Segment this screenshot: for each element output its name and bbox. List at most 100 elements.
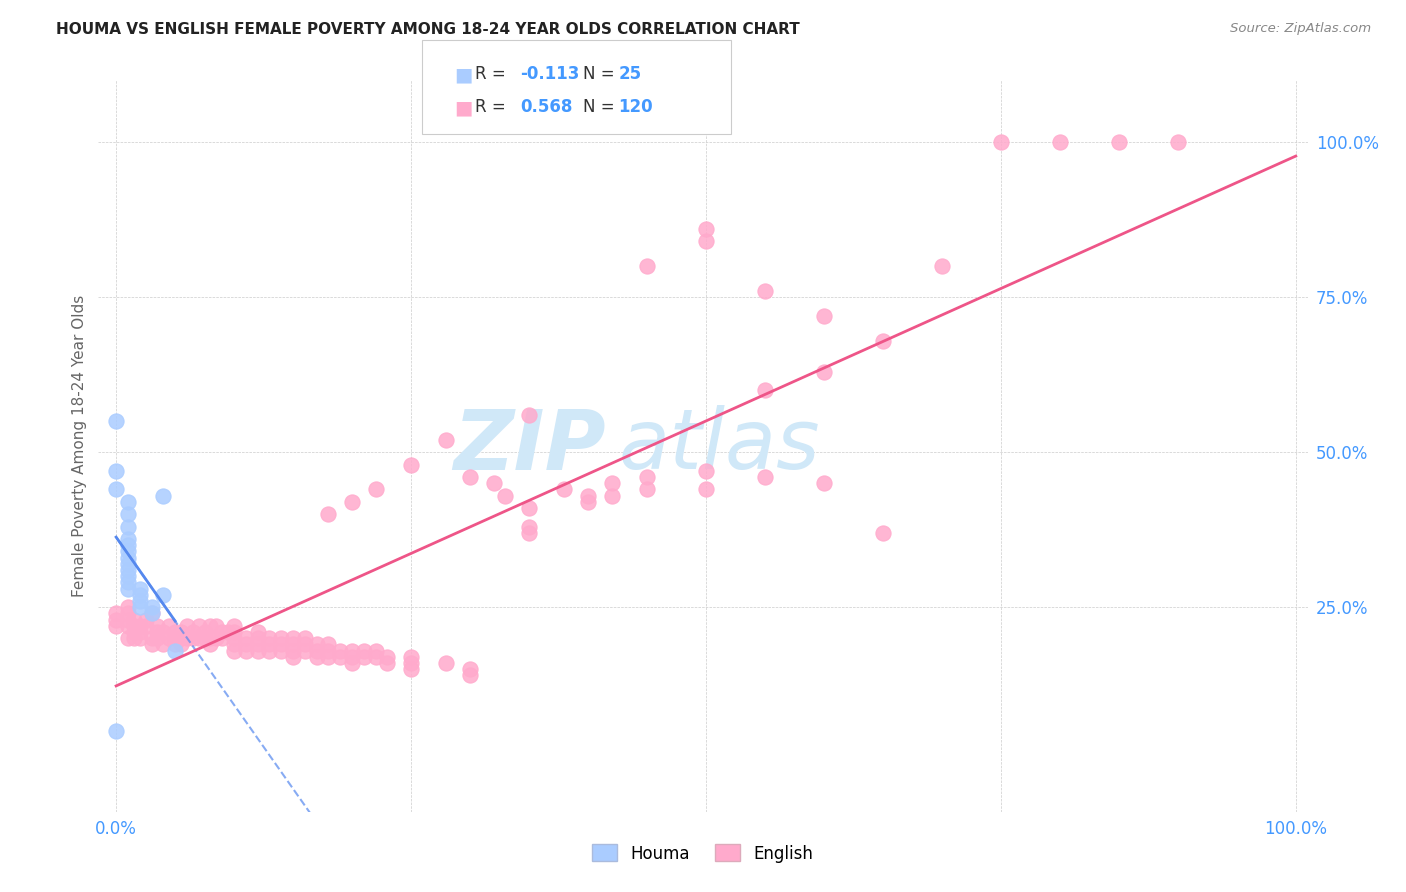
Point <box>329 643 352 657</box>
Text: -0.113: -0.113 <box>520 65 579 83</box>
Point <box>281 649 304 664</box>
Point <box>187 619 209 633</box>
Point <box>576 495 599 509</box>
Point <box>695 235 717 249</box>
Point <box>754 383 776 397</box>
Text: N =: N = <box>583 98 620 116</box>
Point <box>122 619 145 633</box>
Point <box>170 624 193 639</box>
Point <box>294 637 316 651</box>
Point <box>105 414 128 428</box>
Point <box>281 643 304 657</box>
Point <box>931 259 953 273</box>
Point <box>146 631 169 645</box>
Point <box>141 607 163 621</box>
Text: ZIP: ZIP <box>454 406 606 486</box>
Point <box>194 631 217 645</box>
Point <box>117 575 139 590</box>
Point <box>246 631 269 645</box>
Point <box>576 489 599 503</box>
Point <box>117 519 139 533</box>
Point <box>205 631 228 645</box>
Point <box>329 649 352 664</box>
Point <box>176 631 198 645</box>
Point <box>222 624 245 639</box>
Point <box>117 619 139 633</box>
Point <box>695 222 717 236</box>
Text: 0.568: 0.568 <box>520 98 572 116</box>
Point <box>482 476 505 491</box>
Point <box>458 668 481 682</box>
Point <box>128 594 150 608</box>
Point <box>318 649 340 664</box>
Point <box>436 433 458 447</box>
Point <box>364 649 387 664</box>
Point <box>259 637 281 651</box>
Point <box>235 631 257 645</box>
Point <box>165 624 187 639</box>
Text: atlas: atlas <box>619 406 820 486</box>
Point <box>222 637 245 651</box>
Point <box>364 643 387 657</box>
Point <box>517 525 540 540</box>
Point <box>340 649 363 664</box>
Point <box>141 607 163 621</box>
Point <box>281 637 304 651</box>
Point <box>105 607 128 621</box>
Point <box>194 624 217 639</box>
Point <box>117 544 139 558</box>
Point <box>259 643 281 657</box>
Point <box>270 631 292 645</box>
Point <box>246 624 269 639</box>
Point <box>222 631 245 645</box>
Point <box>318 643 340 657</box>
Point <box>695 483 717 497</box>
Point <box>105 613 128 627</box>
Point <box>636 483 658 497</box>
Point <box>246 637 269 651</box>
Point <box>813 365 835 379</box>
Point <box>128 631 150 645</box>
Point <box>305 643 328 657</box>
Point <box>117 495 139 509</box>
Point <box>200 631 222 645</box>
Point <box>294 631 316 645</box>
Point <box>152 588 174 602</box>
Point <box>117 532 139 546</box>
Point <box>200 619 222 633</box>
Point <box>170 637 193 651</box>
Point <box>128 582 150 596</box>
Point <box>122 613 145 627</box>
Point <box>105 483 128 497</box>
Point <box>117 607 139 621</box>
Point <box>157 619 180 633</box>
Text: HOUMA VS ENGLISH FEMALE POVERTY AMONG 18-24 YEAR OLDS CORRELATION CHART: HOUMA VS ENGLISH FEMALE POVERTY AMONG 18… <box>56 22 800 37</box>
Point <box>318 507 340 521</box>
Point <box>990 135 1012 149</box>
Point <box>1049 135 1071 149</box>
Text: 120: 120 <box>619 98 654 116</box>
Point <box>141 600 163 615</box>
Point <box>813 309 835 323</box>
Point <box>117 631 139 645</box>
Point <box>128 600 150 615</box>
Point <box>128 619 150 633</box>
Point <box>517 408 540 422</box>
Point <box>135 613 157 627</box>
Point <box>695 464 717 478</box>
Text: 25: 25 <box>619 65 641 83</box>
Point <box>165 637 187 651</box>
Point <box>222 619 245 633</box>
Point <box>105 619 128 633</box>
Point <box>235 643 257 657</box>
Point <box>117 507 139 521</box>
Point <box>340 656 363 670</box>
Point <box>318 637 340 651</box>
Point <box>872 525 894 540</box>
Point <box>217 624 239 639</box>
Point <box>600 476 623 491</box>
Point <box>872 334 894 348</box>
Point <box>181 624 204 639</box>
Text: R =: R = <box>475 98 512 116</box>
Point <box>152 624 174 639</box>
